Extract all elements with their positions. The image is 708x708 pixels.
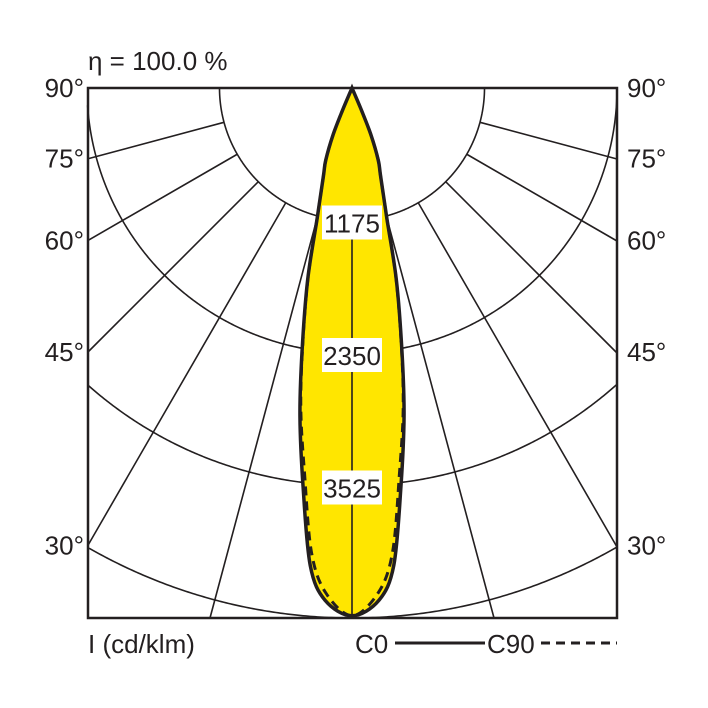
grid-radial-line	[87, 202, 287, 546]
polar-grid	[86, 88, 618, 619]
grid-radial-line	[87, 153, 238, 242]
grid-radial-line	[466, 153, 618, 242]
angle-tick-label-right: 30°	[627, 530, 666, 560]
radial-tick-label-bg	[322, 470, 382, 505]
angle-tick-label-left: 45°	[45, 337, 84, 367]
radial-tick-label: 2350	[323, 341, 381, 371]
radial-tick-label: 3525	[323, 474, 381, 504]
radial-tick-label-bg	[322, 338, 382, 372]
grid-radial-line	[209, 215, 319, 619]
radial-tick-label-bg	[322, 205, 382, 240]
angle-tick-label-right: 90°	[627, 73, 666, 103]
angle-tick-label-left: 60°	[45, 225, 84, 255]
chart-title: η = 100.0 %	[88, 46, 228, 76]
grid-radial-line	[87, 181, 259, 353]
grid-radial-line	[385, 215, 495, 619]
grid-radial-line	[445, 181, 618, 354]
radial-tick-label: 1175	[324, 209, 380, 239]
angle-tick-label-left: 30°	[45, 530, 84, 560]
grid-radial-line	[479, 121, 618, 160]
grid-radial-line	[87, 121, 225, 160]
grid-radial-line	[417, 202, 618, 548]
legend-c0-label: C0	[355, 629, 388, 659]
legend-c90-label: C90	[487, 629, 535, 659]
series-c0-curve	[298, 83, 406, 618]
angle-tick-label-left: 75°	[45, 144, 84, 174]
angle-tick-label-right: 60°	[627, 225, 666, 255]
angle-tick-label-right: 45°	[627, 337, 666, 367]
angle-tick-label-right: 75°	[627, 144, 666, 174]
unit-label: I (cd/klm)	[88, 629, 195, 659]
angle-tick-label-left: 90°	[45, 73, 84, 103]
plot-frame	[86, 86, 619, 620]
